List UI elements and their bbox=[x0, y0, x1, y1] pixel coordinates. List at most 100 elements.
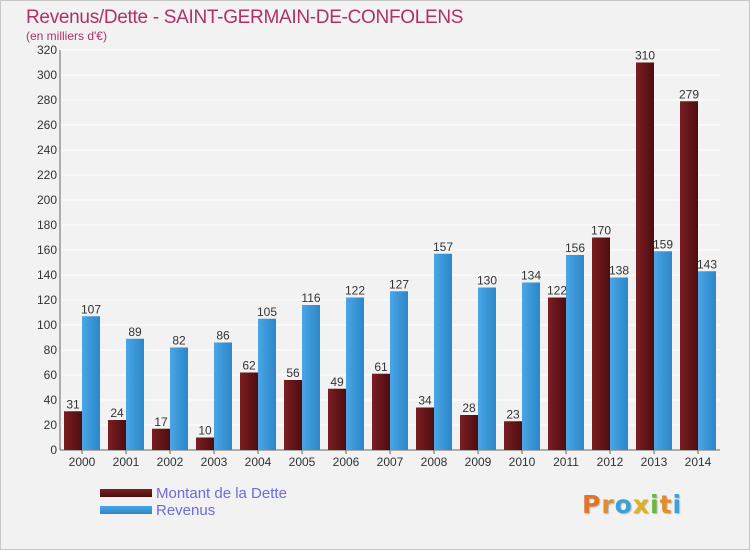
bar-revenue bbox=[434, 253, 452, 450]
data-label-debt: 310 bbox=[635, 49, 655, 63]
y-tick-label: 180 bbox=[37, 218, 57, 232]
bar-revenue bbox=[126, 338, 144, 450]
data-label-revenue: 127 bbox=[389, 277, 409, 291]
bar-revenue bbox=[478, 287, 496, 450]
bar-debt bbox=[636, 62, 654, 450]
data-label-debt: 56 bbox=[286, 366, 300, 380]
bar-debt bbox=[504, 421, 522, 450]
bar-revenue bbox=[698, 271, 716, 450]
y-tick-label: 260 bbox=[37, 118, 57, 132]
x-tick-label: 2000 bbox=[69, 455, 96, 469]
x-tick-label: 2004 bbox=[245, 455, 272, 469]
data-label-debt: 61 bbox=[374, 360, 388, 374]
bar-debt bbox=[64, 411, 82, 450]
data-label-revenue: 82 bbox=[172, 334, 186, 348]
data-label-revenue: 159 bbox=[653, 237, 673, 251]
y-tick-label: 0 bbox=[50, 443, 57, 457]
logo-letter: i bbox=[650, 490, 660, 519]
legend-label-debt: Montant de la Dette bbox=[156, 485, 287, 502]
x-tick-label: 2005 bbox=[289, 455, 316, 469]
data-label-revenue: 143 bbox=[697, 257, 717, 271]
bar-revenue bbox=[390, 291, 408, 450]
data-label-revenue: 86 bbox=[216, 329, 230, 343]
y-tick-label: 160 bbox=[37, 243, 57, 257]
x-tick-label: 2013 bbox=[641, 455, 668, 469]
y-tick-label: 320 bbox=[37, 43, 57, 57]
axes: 0 20 40 60 80 100 120 140 160 180 200 220 240 260 280 3… bbox=[37, 43, 720, 469]
chart-subtitle: (en milliers d'€) bbox=[26, 29, 107, 43]
y-tick-label: 140 bbox=[37, 268, 57, 282]
bar-debt bbox=[240, 372, 258, 450]
logo-letter: x bbox=[632, 490, 650, 519]
x-tick-label: 2010 bbox=[509, 455, 536, 469]
proxiti-logo: Proxiti bbox=[582, 490, 682, 519]
bar-revenue bbox=[170, 347, 188, 450]
bar-revenue bbox=[82, 316, 100, 450]
legend-label-revenue: Revenus bbox=[156, 502, 216, 519]
logo-letter: r bbox=[601, 490, 615, 519]
data-label-debt: 31 bbox=[66, 397, 80, 411]
data-label-revenue: 130 bbox=[477, 274, 497, 288]
y-tick-label: 280 bbox=[37, 93, 57, 107]
data-labels: 31 107 24 89 17 82 10 86 62 105 56 116 49 122 61 127 34 1… bbox=[66, 49, 717, 438]
x-tick-label: 2006 bbox=[333, 455, 360, 469]
data-label-revenue: 138 bbox=[609, 264, 629, 278]
x-tick-label: 2008 bbox=[421, 455, 448, 469]
bar-revenue bbox=[346, 297, 364, 450]
data-label-debt: 62 bbox=[242, 359, 256, 373]
legend-swatch-revenue bbox=[100, 506, 152, 514]
bar-debt bbox=[284, 380, 302, 450]
bar-revenue bbox=[214, 342, 232, 450]
y-tick-label: 80 bbox=[44, 343, 58, 357]
bar-revenue bbox=[654, 251, 672, 450]
bar-revenue bbox=[522, 282, 540, 450]
y-tick-label: 120 bbox=[37, 293, 57, 307]
x-tick-label: 2001 bbox=[113, 455, 140, 469]
chart-title: Revenus/Dette - SAINT-GERMAIN-DE-CONFOLE… bbox=[26, 7, 464, 28]
data-label-revenue: 89 bbox=[128, 325, 142, 339]
x-tick-label: 2012 bbox=[597, 455, 624, 469]
bar-debt bbox=[328, 388, 346, 450]
x-tick-label: 2002 bbox=[157, 455, 184, 469]
data-label-debt: 10 bbox=[198, 424, 212, 438]
data-label-revenue: 122 bbox=[345, 284, 365, 298]
bar-debt bbox=[196, 437, 214, 450]
data-label-revenue: 156 bbox=[565, 241, 585, 255]
y-tick-label: 220 bbox=[37, 168, 57, 182]
data-label-revenue: 105 bbox=[257, 305, 277, 319]
legend-swatch-debt bbox=[100, 489, 152, 497]
y-tick-label: 60 bbox=[44, 368, 58, 382]
y-tick-label: 200 bbox=[37, 193, 57, 207]
data-label-revenue: 157 bbox=[433, 240, 453, 254]
bar-debt bbox=[680, 101, 698, 450]
bar-debt bbox=[548, 297, 566, 450]
data-label-debt: 17 bbox=[154, 415, 168, 429]
bar-revenue bbox=[302, 305, 320, 450]
data-label-debt: 34 bbox=[418, 394, 432, 408]
data-label-debt: 170 bbox=[591, 224, 611, 238]
bar-revenue bbox=[566, 255, 584, 450]
bars bbox=[64, 62, 716, 450]
bar-debt bbox=[460, 415, 478, 450]
y-tick-label: 40 bbox=[44, 393, 58, 407]
data-label-debt: 279 bbox=[679, 87, 699, 101]
data-label-revenue: 116 bbox=[301, 291, 320, 305]
x-tick-label: 2003 bbox=[201, 455, 228, 469]
logo-letter: P bbox=[582, 490, 602, 519]
bar-debt bbox=[416, 407, 434, 450]
data-label-debt: 28 bbox=[462, 401, 476, 415]
data-label-debt: 49 bbox=[330, 375, 344, 389]
bar-debt bbox=[108, 420, 126, 450]
bar-debt bbox=[592, 237, 610, 450]
bar-revenue bbox=[610, 277, 628, 450]
data-label-revenue: 107 bbox=[81, 302, 101, 316]
y-tick-label: 240 bbox=[37, 143, 57, 157]
bar-debt bbox=[152, 428, 170, 450]
data-label-debt: 122 bbox=[547, 284, 567, 298]
x-tick-label: 2011 bbox=[553, 455, 579, 469]
logo-letter: o bbox=[614, 490, 633, 519]
data-label-debt: 23 bbox=[506, 407, 520, 421]
logo-letter: i bbox=[672, 490, 683, 519]
y-tick-label: 100 bbox=[37, 318, 57, 332]
